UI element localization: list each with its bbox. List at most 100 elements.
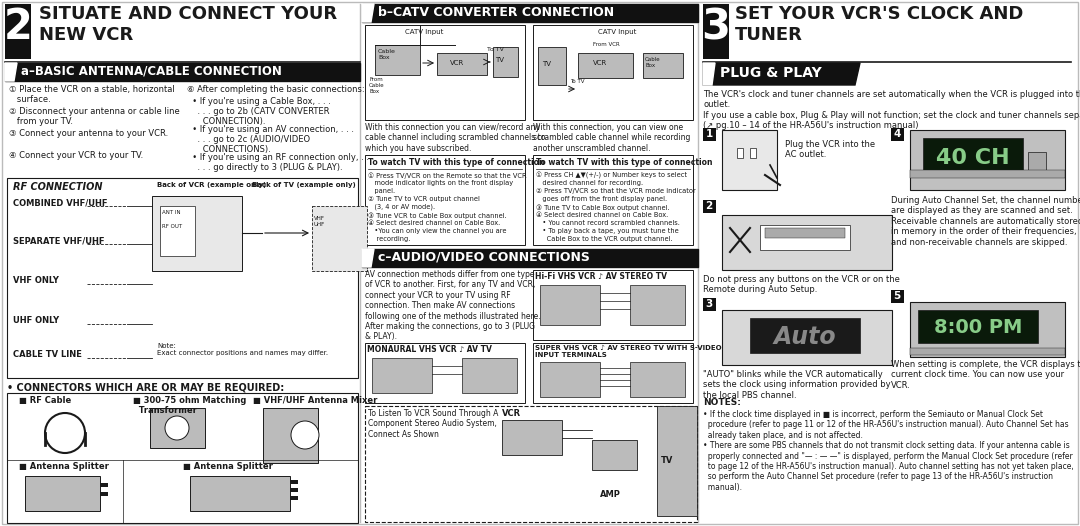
Text: SUPER VHS VCR ♪ AV STEREO TV WITH S-VIDEO
INPUT TERMINALS: SUPER VHS VCR ♪ AV STEREO TV WITH S-VIDE… xyxy=(535,345,721,358)
Text: TV: TV xyxy=(542,61,551,67)
FancyBboxPatch shape xyxy=(703,200,716,213)
Text: TV: TV xyxy=(661,456,673,465)
Text: Hi-Fi VHS VCR ♪ AV STEREO TV: Hi-Fi VHS VCR ♪ AV STEREO TV xyxy=(535,272,667,281)
Text: ⑥ After completing the basic connections:: ⑥ After completing the basic connections… xyxy=(187,85,365,94)
FancyBboxPatch shape xyxy=(1028,152,1047,172)
FancyBboxPatch shape xyxy=(703,298,716,311)
FancyBboxPatch shape xyxy=(291,480,298,484)
Text: • If you're using an RF connection only, . . .: • If you're using an RF connection only,… xyxy=(187,153,375,162)
Text: To TV: To TV xyxy=(570,79,584,84)
FancyBboxPatch shape xyxy=(365,155,525,245)
Text: VCR: VCR xyxy=(450,60,464,66)
Text: (3, 4 or AV mode).: (3, 4 or AV mode). xyxy=(368,204,435,210)
FancyBboxPatch shape xyxy=(540,285,600,325)
Text: UHF ONLY: UHF ONLY xyxy=(13,316,59,325)
FancyBboxPatch shape xyxy=(723,130,777,190)
FancyBboxPatch shape xyxy=(910,170,1065,178)
Polygon shape xyxy=(5,63,360,81)
Text: 5: 5 xyxy=(893,291,901,301)
FancyBboxPatch shape xyxy=(492,47,518,77)
Text: Auto: Auto xyxy=(773,325,836,349)
Text: c–AUDIO/VIDEO CONNECTIONS: c–AUDIO/VIDEO CONNECTIONS xyxy=(378,251,590,264)
Text: When setting is complete, the VCR displays the
current clock time. You can now u: When setting is complete, the VCR displa… xyxy=(891,360,1080,390)
FancyBboxPatch shape xyxy=(891,128,904,141)
Circle shape xyxy=(291,421,319,449)
Text: PLUG & PLAY: PLUG & PLAY xyxy=(720,66,822,80)
Text: TV: TV xyxy=(495,57,504,63)
Text: RF OUT: RF OUT xyxy=(162,224,183,229)
FancyBboxPatch shape xyxy=(760,225,850,250)
Text: 4: 4 xyxy=(893,129,901,139)
Text: ■ Antenna Splitter: ■ Antenna Splitter xyxy=(19,462,109,471)
Text: To TV: To TV xyxy=(487,47,504,52)
FancyBboxPatch shape xyxy=(657,406,697,516)
FancyBboxPatch shape xyxy=(737,148,743,158)
Text: Cable Box to the VCR output channel.: Cable Box to the VCR output channel. xyxy=(536,236,673,242)
FancyBboxPatch shape xyxy=(462,358,517,393)
Text: • To play back a tape, you must tune the: • To play back a tape, you must tune the xyxy=(536,228,678,234)
Text: With this connection you can view/record any
cable channel including scrambled c: With this connection you can view/record… xyxy=(365,123,545,153)
Text: MONAURAL VHS VCR ♪ AV TV: MONAURAL VHS VCR ♪ AV TV xyxy=(367,345,491,354)
FancyBboxPatch shape xyxy=(365,25,525,120)
Text: . . . go directly to 3 (PLUG & PLAY).: . . . go directly to 3 (PLUG & PLAY). xyxy=(187,163,342,172)
Text: 3: 3 xyxy=(705,299,713,309)
FancyBboxPatch shape xyxy=(375,45,420,75)
Text: ③ Tune VCR to Cable Box output channel.: ③ Tune VCR to Cable Box output channel. xyxy=(368,212,507,219)
Text: NOTES:: NOTES: xyxy=(703,398,741,407)
Polygon shape xyxy=(362,4,698,22)
Polygon shape xyxy=(362,249,698,267)
Text: ② Tune TV to VCR output channel: ② Tune TV to VCR output channel xyxy=(368,196,480,202)
FancyBboxPatch shape xyxy=(100,492,108,496)
Text: From VCR: From VCR xyxy=(593,42,620,47)
FancyBboxPatch shape xyxy=(365,406,697,522)
Text: CATV Input: CATV Input xyxy=(598,29,636,35)
Text: 1: 1 xyxy=(705,129,713,139)
Text: Note:
Exact connector positions and names may differ.: Note: Exact connector positions and name… xyxy=(157,343,328,356)
Text: Cable
Box: Cable Box xyxy=(378,49,396,60)
FancyBboxPatch shape xyxy=(910,130,1065,190)
FancyBboxPatch shape xyxy=(5,4,31,59)
FancyBboxPatch shape xyxy=(630,362,685,397)
Text: SITUATE AND CONNECT YOUR
NEW VCR: SITUATE AND CONNECT YOUR NEW VCR xyxy=(39,5,337,44)
Text: ① Press CH ▲▼(+/-) or Number keys to select: ① Press CH ▲▼(+/-) or Number keys to sel… xyxy=(536,172,687,179)
FancyBboxPatch shape xyxy=(918,310,1038,343)
Text: ■ VHF/UHF Antenna Mixer: ■ VHF/UHF Antenna Mixer xyxy=(253,396,377,405)
FancyBboxPatch shape xyxy=(910,348,1065,355)
Text: CABLE TV LINE: CABLE TV LINE xyxy=(13,350,82,359)
Text: "AUTO" blinks while the VCR automatically
sets the clock using information provi: "AUTO" blinks while the VCR automaticall… xyxy=(703,370,891,400)
Text: RF CONNECTION: RF CONNECTION xyxy=(13,182,103,192)
FancyBboxPatch shape xyxy=(538,47,566,85)
FancyBboxPatch shape xyxy=(25,476,100,511)
Text: •You can only view the channel you are: •You can only view the channel you are xyxy=(368,228,507,234)
Text: VHF
UHF: VHF UHF xyxy=(314,216,325,227)
FancyBboxPatch shape xyxy=(312,206,367,271)
Text: mode indicator lights on the front display: mode indicator lights on the front displ… xyxy=(368,180,513,186)
Text: From
Cable
Box: From Cable Box xyxy=(369,77,384,94)
Text: To Listen To VCR Sound Through A
Component Stereo Audio System,
Connect As Shown: To Listen To VCR Sound Through A Compone… xyxy=(368,409,498,439)
FancyBboxPatch shape xyxy=(190,476,291,511)
Polygon shape xyxy=(703,63,860,85)
Text: VCR: VCR xyxy=(502,409,522,418)
Text: CATV Input: CATV Input xyxy=(405,29,444,35)
Text: • If the clock time displayed in ■ is incorrect, perform the Semiauto or Manual : • If the clock time displayed in ■ is in… xyxy=(703,410,1074,492)
FancyBboxPatch shape xyxy=(923,138,1023,176)
FancyBboxPatch shape xyxy=(437,53,487,75)
Text: . . . go to 2b (CATV CONVERTER
      CONNECTION).: . . . go to 2b (CATV CONVERTER CONNECTIO… xyxy=(187,107,329,126)
Text: ④ Connect your VCR to your TV.: ④ Connect your VCR to your TV. xyxy=(9,151,144,160)
Text: ③ Tune TV to Cable Box output channel.: ③ Tune TV to Cable Box output channel. xyxy=(536,204,670,210)
Text: 3: 3 xyxy=(702,6,730,48)
Text: VCR: VCR xyxy=(593,60,607,66)
Text: Plug the VCR into the
AC outlet.: Plug the VCR into the AC outlet. xyxy=(785,140,875,159)
Text: ④ Select desired channel on Cable Box.: ④ Select desired channel on Cable Box. xyxy=(536,212,669,218)
FancyBboxPatch shape xyxy=(534,155,693,245)
FancyBboxPatch shape xyxy=(6,393,357,523)
Polygon shape xyxy=(362,249,374,267)
FancyBboxPatch shape xyxy=(765,228,845,238)
Text: ④ Select desired channel on Cable Box.: ④ Select desired channel on Cable Box. xyxy=(368,220,500,226)
Polygon shape xyxy=(362,4,374,22)
FancyBboxPatch shape xyxy=(723,215,892,270)
Text: SET YOUR VCR'S CLOCK AND
TUNER: SET YOUR VCR'S CLOCK AND TUNER xyxy=(735,5,1024,44)
Text: Do not press any buttons on the VCR or on the
Remote during Auto Setup.: Do not press any buttons on the VCR or o… xyxy=(703,275,900,295)
Text: b–CATV CONVERTER CONNECTION: b–CATV CONVERTER CONNECTION xyxy=(378,6,615,19)
Text: Cable
Box: Cable Box xyxy=(645,57,661,68)
